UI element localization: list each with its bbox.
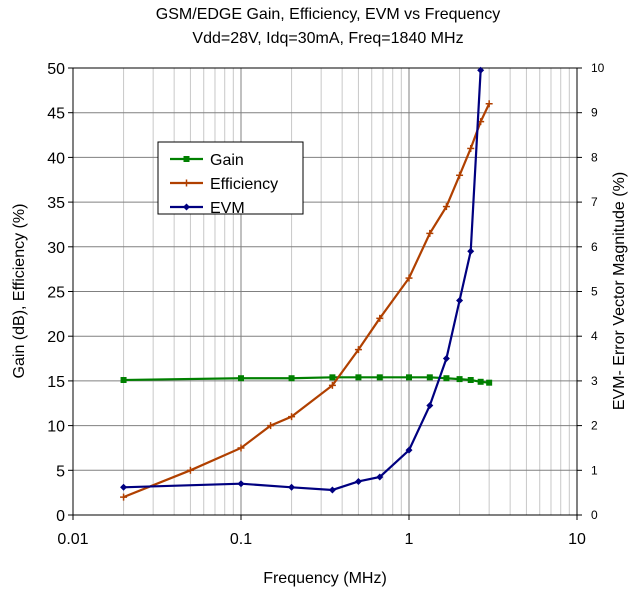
y-tick-label: 30 [47,240,65,257]
efficiency-point [187,467,194,474]
evm-point [443,355,450,362]
chart-title: GSM/EDGE Gain, Efficiency, EVM vs Freque… [156,6,500,23]
gain-point [427,374,433,380]
evm-point [120,484,127,491]
y-tick-label: 10 [47,419,65,436]
gain-point [377,374,383,380]
evm-point [329,486,336,493]
y-tick-label: 25 [47,285,65,302]
gain-point [478,379,484,385]
evm-point [426,402,433,409]
efficiency-point [456,172,463,179]
gain-point [329,374,335,380]
evm-point [355,478,362,485]
gain-point [289,375,295,381]
gain-line [124,377,490,382]
efficiency-point [120,494,127,501]
efficiency-point [486,100,493,107]
y-tick-label: 50 [47,61,65,78]
gain-point [468,377,474,383]
gain-point [486,380,492,386]
y2-tick-label: 7 [591,195,598,209]
x-tick-label: 0.1 [230,531,252,548]
y2-tick-label: 6 [591,240,598,254]
y-tick-label: 35 [47,195,65,212]
evm-point [467,248,474,255]
gain-point [457,376,463,382]
y2-tick-label: 8 [591,150,598,164]
legend-marker-gain [184,156,190,162]
y2-tick-label: 0 [591,508,598,522]
y-tick-label: 15 [47,374,65,391]
gain-point [355,374,361,380]
series-lines [120,67,493,501]
grid [73,68,577,515]
efficiency-point [467,145,474,152]
legend-label-evm: EVM [210,200,245,217]
legend: Gain Efficiency EVM [158,142,303,217]
evm-line [124,70,481,490]
y2-tick-label: 5 [591,285,598,299]
chart-subtitle: Vdd=28V, Idq=30mA, Freq=1840 MHz [192,30,463,47]
y2-tick-label: 3 [591,374,598,388]
y-tick-label: 5 [56,463,65,480]
legend-label-gain: Gain [210,152,244,169]
y-axis-label: Gain (dB), Efficiency (%) [11,204,28,379]
x-tick-label: 10 [568,531,586,548]
y2-axis-label: EVM- Error Vector Magnitude (%) [611,172,628,410]
x-tick-label: 1 [405,531,414,548]
y-tick-label: 45 [47,106,65,123]
evm-point [288,484,295,491]
evm-point [456,297,463,304]
y2-tick-label: 10 [591,61,605,75]
y2-tick-label: 1 [591,463,598,477]
y2-tick-label: 4 [591,329,598,343]
gain-point [406,374,412,380]
gain-point [443,375,449,381]
legend-label-efficiency: Efficiency [210,176,278,193]
x-axis-label: Frequency (MHz) [263,570,387,587]
y-tick-label: 40 [47,150,65,167]
x-tick-label: 0.01 [57,531,88,548]
y2-tick-label: 9 [591,106,598,120]
y-tick-label: 0 [56,508,65,525]
gain-point [238,375,244,381]
y2-tick-label: 2 [591,419,598,433]
evm-point [238,480,245,487]
y-tick-label: 20 [47,329,65,346]
gain-point [121,377,127,383]
